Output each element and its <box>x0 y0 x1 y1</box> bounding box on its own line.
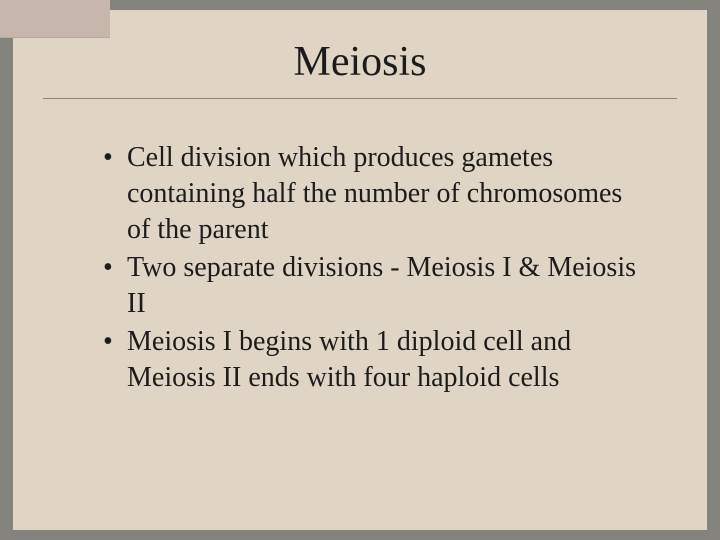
list-item: • Cell division which produces gametes c… <box>103 140 647 248</box>
slide-title: Meiosis <box>43 38 677 96</box>
bullet-text: Meiosis I begins with 1 diploid cell and… <box>127 324 647 396</box>
title-underline <box>43 98 677 99</box>
bullet-text: Cell division which produces gametes con… <box>127 140 647 248</box>
slide: Meiosis • Cell division which produces g… <box>13 10 707 530</box>
bullet-text: Two separate divisions - Meiosis I & Mei… <box>127 250 647 322</box>
bullet-icon: • <box>103 324 127 360</box>
corner-tab <box>0 0 110 38</box>
bullet-list: • Cell division which produces gametes c… <box>103 140 647 398</box>
bullet-icon: • <box>103 250 127 286</box>
list-item: • Two separate divisions - Meiosis I & M… <box>103 250 647 322</box>
bullet-icon: • <box>103 140 127 176</box>
title-block: Meiosis <box>43 38 677 99</box>
list-item: • Meiosis I begins with 1 diploid cell a… <box>103 324 647 396</box>
